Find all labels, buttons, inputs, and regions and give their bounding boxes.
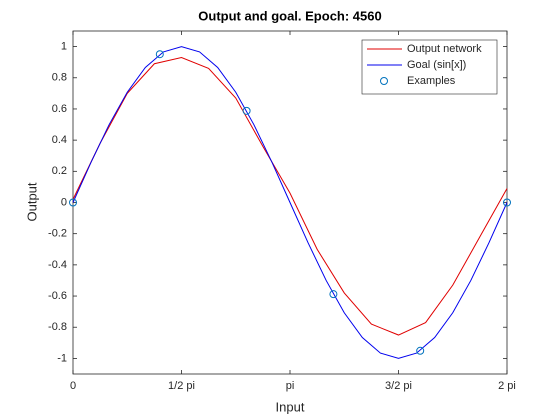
y-tick-label: 0.8 [52, 72, 67, 84]
legend-label: Goal (sin[x]) [407, 59, 466, 71]
series-line [72, 46, 508, 359]
example-point [155, 50, 164, 59]
example-point [329, 290, 338, 299]
y-tick-label: -0.8 [48, 321, 67, 333]
x-tick-label: 1/2 pi [168, 380, 195, 392]
example-point [69, 198, 77, 207]
legend-label: Output network [407, 43, 482, 55]
x-tick-label: 2 pi [498, 380, 516, 392]
y-tick-label: 1 [61, 40, 67, 52]
y-tick-label: 0 [61, 196, 67, 208]
y-tick-label: 0.4 [52, 134, 67, 146]
legend-swatch [380, 77, 388, 85]
y-tick-label: 0.6 [52, 103, 67, 115]
y-tick-label: -0.4 [48, 259, 67, 271]
y-tick-label: -0.2 [48, 228, 67, 240]
x-tick-label: 3/2 pi [385, 380, 412, 392]
series-line [72, 56, 508, 336]
legend-label: Examples [407, 75, 456, 87]
x-tick-label: pi [286, 380, 295, 392]
y-tick-label: -1 [57, 352, 67, 364]
example-point [416, 346, 425, 355]
example-point [242, 106, 251, 115]
example-point [503, 198, 511, 207]
x-tick-label: 0 [70, 380, 76, 392]
y-axis-label: Output [24, 182, 39, 221]
y-tick-label: -0.6 [48, 290, 67, 302]
y-tick-label: 0.2 [52, 165, 67, 177]
x-axis-label: Input [276, 399, 305, 414]
chart-title: Output and goal. Epoch: 4560 [198, 8, 381, 23]
